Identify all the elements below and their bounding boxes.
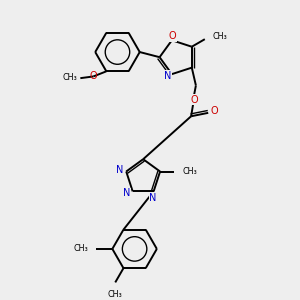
Text: O: O (89, 71, 97, 82)
Text: CH₃: CH₃ (74, 244, 88, 253)
Text: O: O (211, 106, 218, 116)
Text: N: N (123, 188, 130, 198)
Text: O: O (190, 95, 198, 105)
Text: O: O (169, 31, 176, 41)
Text: N: N (164, 71, 172, 81)
Text: CH₃: CH₃ (108, 290, 123, 299)
Text: N: N (116, 165, 124, 175)
Text: N: N (149, 193, 157, 202)
Text: CH₃: CH₃ (62, 73, 77, 82)
Text: CH₃: CH₃ (212, 32, 227, 41)
Text: CH₃: CH₃ (182, 167, 197, 176)
